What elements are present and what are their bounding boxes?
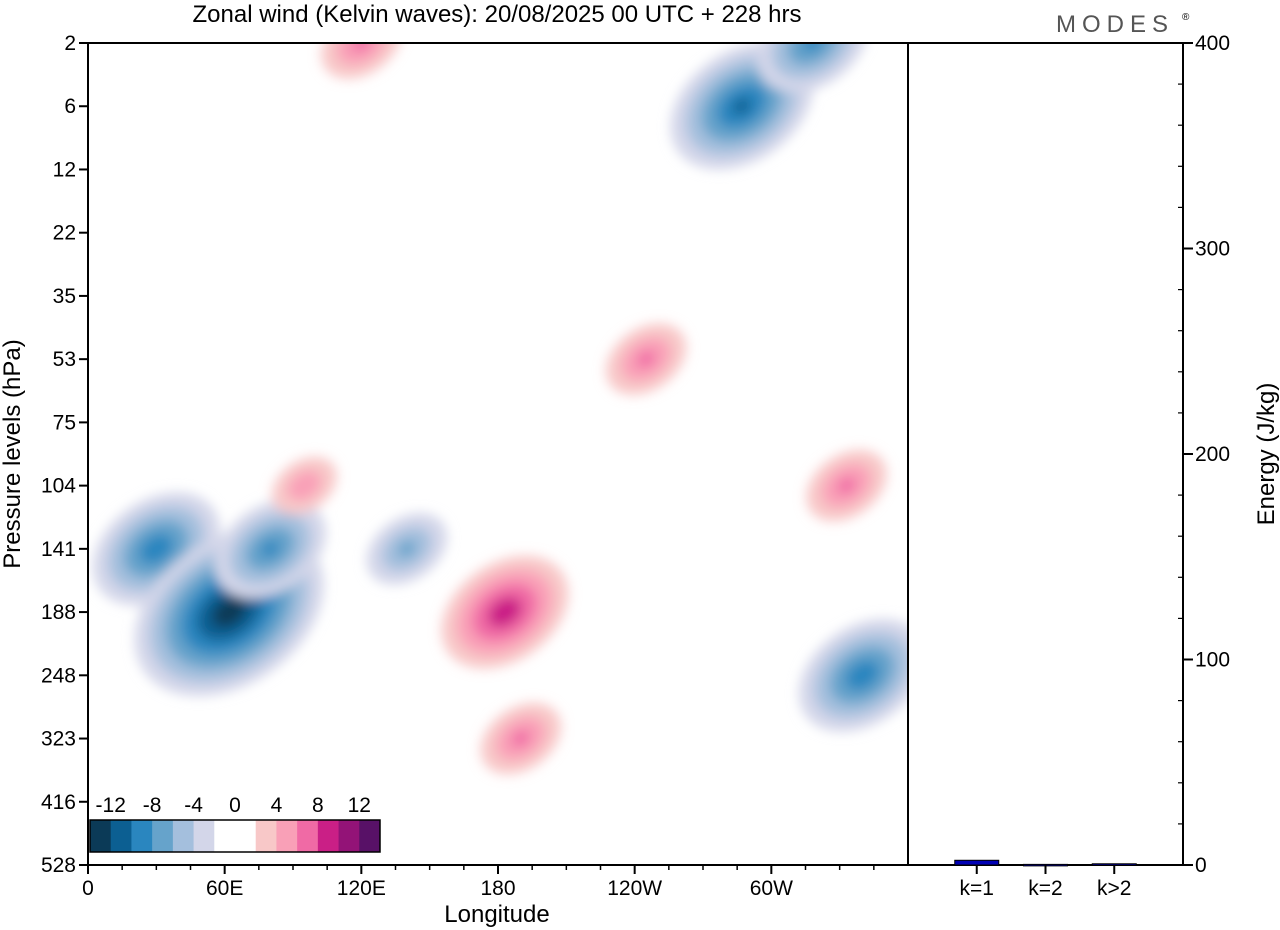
energy-bar <box>954 859 1000 866</box>
westerly-anomaly <box>480 702 561 775</box>
y-tick-label: 104 <box>41 475 76 498</box>
y-tick-label: 75 <box>53 411 76 434</box>
x-tick-label: 180 <box>480 877 515 900</box>
easterly-anomaly <box>214 499 326 599</box>
contour-level <box>397 540 417 557</box>
x-tick-label: 60W <box>750 877 793 900</box>
colorbar-legend: -12 -8 -4 0 4 8 12 <box>89 794 381 853</box>
energy-plot-frame <box>907 42 1184 866</box>
contour-level <box>336 43 386 65</box>
contour-level <box>261 540 280 557</box>
energy-category-label: k>2 <box>1097 877 1131 900</box>
colorbar-label: 0 <box>229 794 241 817</box>
contour-level <box>487 597 522 628</box>
colorbar-swatch <box>90 820 112 852</box>
colorbar-swatch <box>214 820 236 852</box>
chart-title: Zonal wind (Kelvin waves): 20/08/2025 00… <box>193 1 802 28</box>
y-tick-label: 22 <box>53 222 76 245</box>
contour-level <box>321 43 402 79</box>
energy-tick-label: 300 <box>1195 238 1230 261</box>
energy-bars: k=1 k=2 k>2 <box>954 859 1137 900</box>
contour-level <box>803 43 822 52</box>
brand-logo: MODES <box>1056 11 1174 38</box>
y-tick-label: 53 <box>53 348 76 371</box>
colorbar-swatch <box>297 820 319 852</box>
colorbar-label: 12 <box>348 794 371 817</box>
pressure-axis: 2 6 12 22 35 53 75 104 141 188 248 323 416 528 <box>41 32 88 877</box>
energy-axis: 0 100 200 300 400 <box>1178 32 1230 877</box>
colorbar-label: 8 <box>312 794 324 817</box>
contour-level <box>837 477 856 494</box>
x-tick-label: 120E <box>337 877 386 900</box>
energy-axis-label: Energy (J/kg) <box>1253 383 1280 526</box>
contour-level <box>845 660 880 691</box>
colorbar-swatch <box>193 820 215 852</box>
y-axis-label: Pressure levels (hPa) <box>0 339 26 568</box>
colorbar-label: -8 <box>143 794 162 817</box>
energy-tick-label: 100 <box>1195 649 1230 672</box>
energy-category-label: k=1 <box>960 877 994 900</box>
westerly-anomaly <box>806 449 887 522</box>
colorbar-swatch <box>255 820 277 852</box>
contour-level <box>287 470 322 501</box>
wind-contour-field <box>88 43 908 865</box>
colorbar-swatch <box>317 820 340 852</box>
y-tick-label: 528 <box>41 854 76 877</box>
contour-level <box>772 43 853 79</box>
colorbar-swatch <box>235 820 257 852</box>
x-axis-label: Longitude <box>444 901 549 928</box>
westerly-anomaly <box>321 43 402 79</box>
y-tick-label: 2 <box>64 32 76 55</box>
y-tick-label: 12 <box>53 158 76 181</box>
energy-tick-label: 400 <box>1195 32 1230 55</box>
energy-tick-label: 200 <box>1195 443 1230 466</box>
colorbar-swatch <box>110 820 132 852</box>
y-tick-label: 6 <box>64 95 76 118</box>
energy-tick-label: 0 <box>1195 854 1207 877</box>
y-tick-label: 323 <box>41 728 76 751</box>
contour-level <box>212 597 247 628</box>
westerly-anomaly <box>605 323 687 395</box>
y-tick-label: 141 <box>41 538 76 561</box>
colorbar-swatch <box>359 820 381 852</box>
colorbar-swatch <box>152 820 174 852</box>
x-tick-label: 0 <box>82 877 94 900</box>
energy-category-label: k=2 <box>1028 877 1062 900</box>
colorbar-swatch <box>131 820 153 852</box>
colorbar-frame <box>89 819 381 853</box>
contour-level <box>352 43 371 52</box>
y-tick-label: 248 <box>41 664 76 687</box>
westerly-anomaly <box>272 456 337 515</box>
contour-level <box>511 730 530 747</box>
easterly-anomaly <box>366 513 448 585</box>
y-tick-label: 35 <box>53 285 76 308</box>
colorbar-label: -12 <box>96 794 126 817</box>
colorbar-label: 4 <box>271 794 283 817</box>
y-tick-label: 416 <box>41 791 76 814</box>
colorbar-swatch <box>172 820 195 852</box>
colorbar-label: -4 <box>184 794 203 817</box>
contour-level <box>787 43 837 65</box>
longitude-axis: 0 60E 120E 180 120W 60W <box>82 865 875 900</box>
contour-level <box>732 98 751 115</box>
x-tick-label: 60E <box>206 877 243 900</box>
brand-registered-mark: ® <box>1182 12 1190 23</box>
westerly-anomaly <box>441 555 569 669</box>
colorbar-swatch <box>276 820 298 852</box>
contour-level <box>139 533 174 564</box>
colorbar-swatch <box>338 820 360 852</box>
x-tick-label: 120W <box>607 877 662 900</box>
easterly-anomaly <box>799 618 908 732</box>
y-tick-label: 188 <box>41 601 76 624</box>
easterly-anomaly <box>756 43 868 93</box>
contour-level <box>636 351 656 368</box>
